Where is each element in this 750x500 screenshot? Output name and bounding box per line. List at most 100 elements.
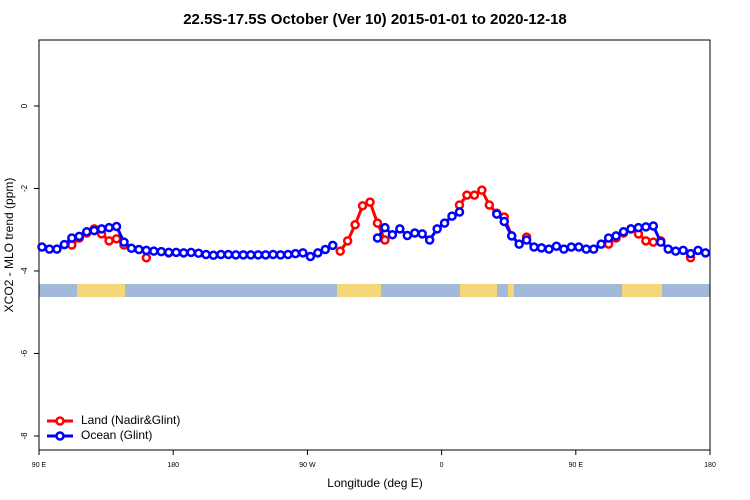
data-point (67, 233, 77, 243)
data-point (313, 248, 323, 258)
data-point (59, 239, 70, 250)
data-point (253, 250, 263, 260)
data-point (171, 247, 181, 258)
data-point (231, 250, 241, 260)
data-point (641, 236, 651, 246)
data-point (104, 236, 114, 246)
data-point (365, 197, 375, 207)
data-point (506, 231, 517, 241)
data-point (223, 249, 234, 260)
data-point (693, 245, 703, 256)
data-point (566, 242, 577, 252)
data-point (290, 248, 301, 259)
data-point (618, 227, 629, 237)
data-point (633, 222, 644, 233)
data-point (141, 245, 152, 256)
data-point (641, 222, 651, 232)
data-point (663, 244, 673, 254)
data-point (700, 248, 711, 258)
data-point (149, 246, 159, 256)
data-point (551, 241, 562, 251)
data-point (260, 250, 271, 260)
data-point (96, 224, 107, 234)
land-strip (77, 284, 125, 297)
data-point (104, 222, 114, 233)
data-point (335, 246, 345, 256)
y-tick-label: 0 (20, 103, 29, 108)
data-point (380, 222, 390, 233)
data-point (648, 221, 659, 231)
data-point (670, 246, 681, 256)
y-tick-label: -4 (20, 267, 29, 275)
data-point (44, 244, 55, 254)
data-point (372, 233, 383, 243)
data-point (141, 253, 152, 263)
data-point (559, 244, 569, 254)
data-point (298, 248, 308, 258)
data-point (380, 235, 390, 245)
data-point (574, 242, 584, 252)
data-point (521, 235, 532, 245)
data-point (327, 240, 338, 251)
y-tick-label: -8 (20, 432, 29, 440)
y-tick-label: -2 (20, 184, 29, 192)
data-point (342, 236, 353, 246)
legend-marker (55, 416, 65, 426)
land-strip (508, 284, 514, 297)
data-point (163, 247, 174, 258)
x-tick-label: 0 (440, 462, 444, 469)
land-strip (337, 284, 381, 297)
x-axis-label: Longitude (deg E) (327, 476, 422, 490)
x-tick-label: 180 (704, 462, 716, 469)
data-point (111, 221, 122, 232)
data-point (126, 243, 137, 254)
legend-label: Ocean (Glint) (81, 428, 152, 442)
data-point (656, 237, 666, 247)
data-point (611, 231, 621, 241)
data-point (74, 231, 85, 242)
data-point (193, 248, 204, 258)
data-point (477, 185, 487, 195)
data-point (626, 224, 636, 234)
x-tick-label: 90 E (32, 462, 47, 469)
data-point (499, 216, 509, 227)
data-point (454, 207, 465, 217)
data-point (216, 249, 226, 260)
data-point (186, 247, 196, 258)
data-point (350, 220, 360, 230)
data-point (402, 230, 413, 241)
data-point (119, 237, 129, 247)
land-strip (622, 284, 662, 297)
legend-label: Land (Nadir&Glint) (81, 413, 180, 427)
y-tick-label: -6 (20, 349, 29, 357)
data-point (596, 239, 606, 249)
land-strip (460, 284, 497, 297)
data-point (424, 235, 435, 245)
data-point (387, 229, 398, 240)
data-point (469, 190, 480, 200)
y-axis-label: XCO2 - MLO trend (ppm) (2, 178, 16, 313)
x-tick-label: 180 (167, 462, 179, 469)
data-point (275, 250, 286, 260)
x-tick-label: 90 E (569, 462, 584, 469)
data-point (208, 250, 219, 261)
data-point (37, 242, 47, 252)
data-point (201, 249, 211, 260)
data-point (417, 229, 427, 239)
data-point (432, 224, 442, 234)
data-point (439, 218, 450, 228)
data-point (320, 244, 331, 255)
data-point (648, 237, 659, 247)
data-point (178, 248, 189, 258)
data-point (581, 244, 591, 254)
data-point (603, 233, 614, 243)
data-point (492, 209, 502, 219)
data-point (588, 244, 599, 254)
data-point (514, 239, 524, 249)
data-point (685, 248, 696, 259)
data-point (678, 245, 688, 256)
data-point (245, 250, 256, 260)
data-point (372, 218, 383, 228)
